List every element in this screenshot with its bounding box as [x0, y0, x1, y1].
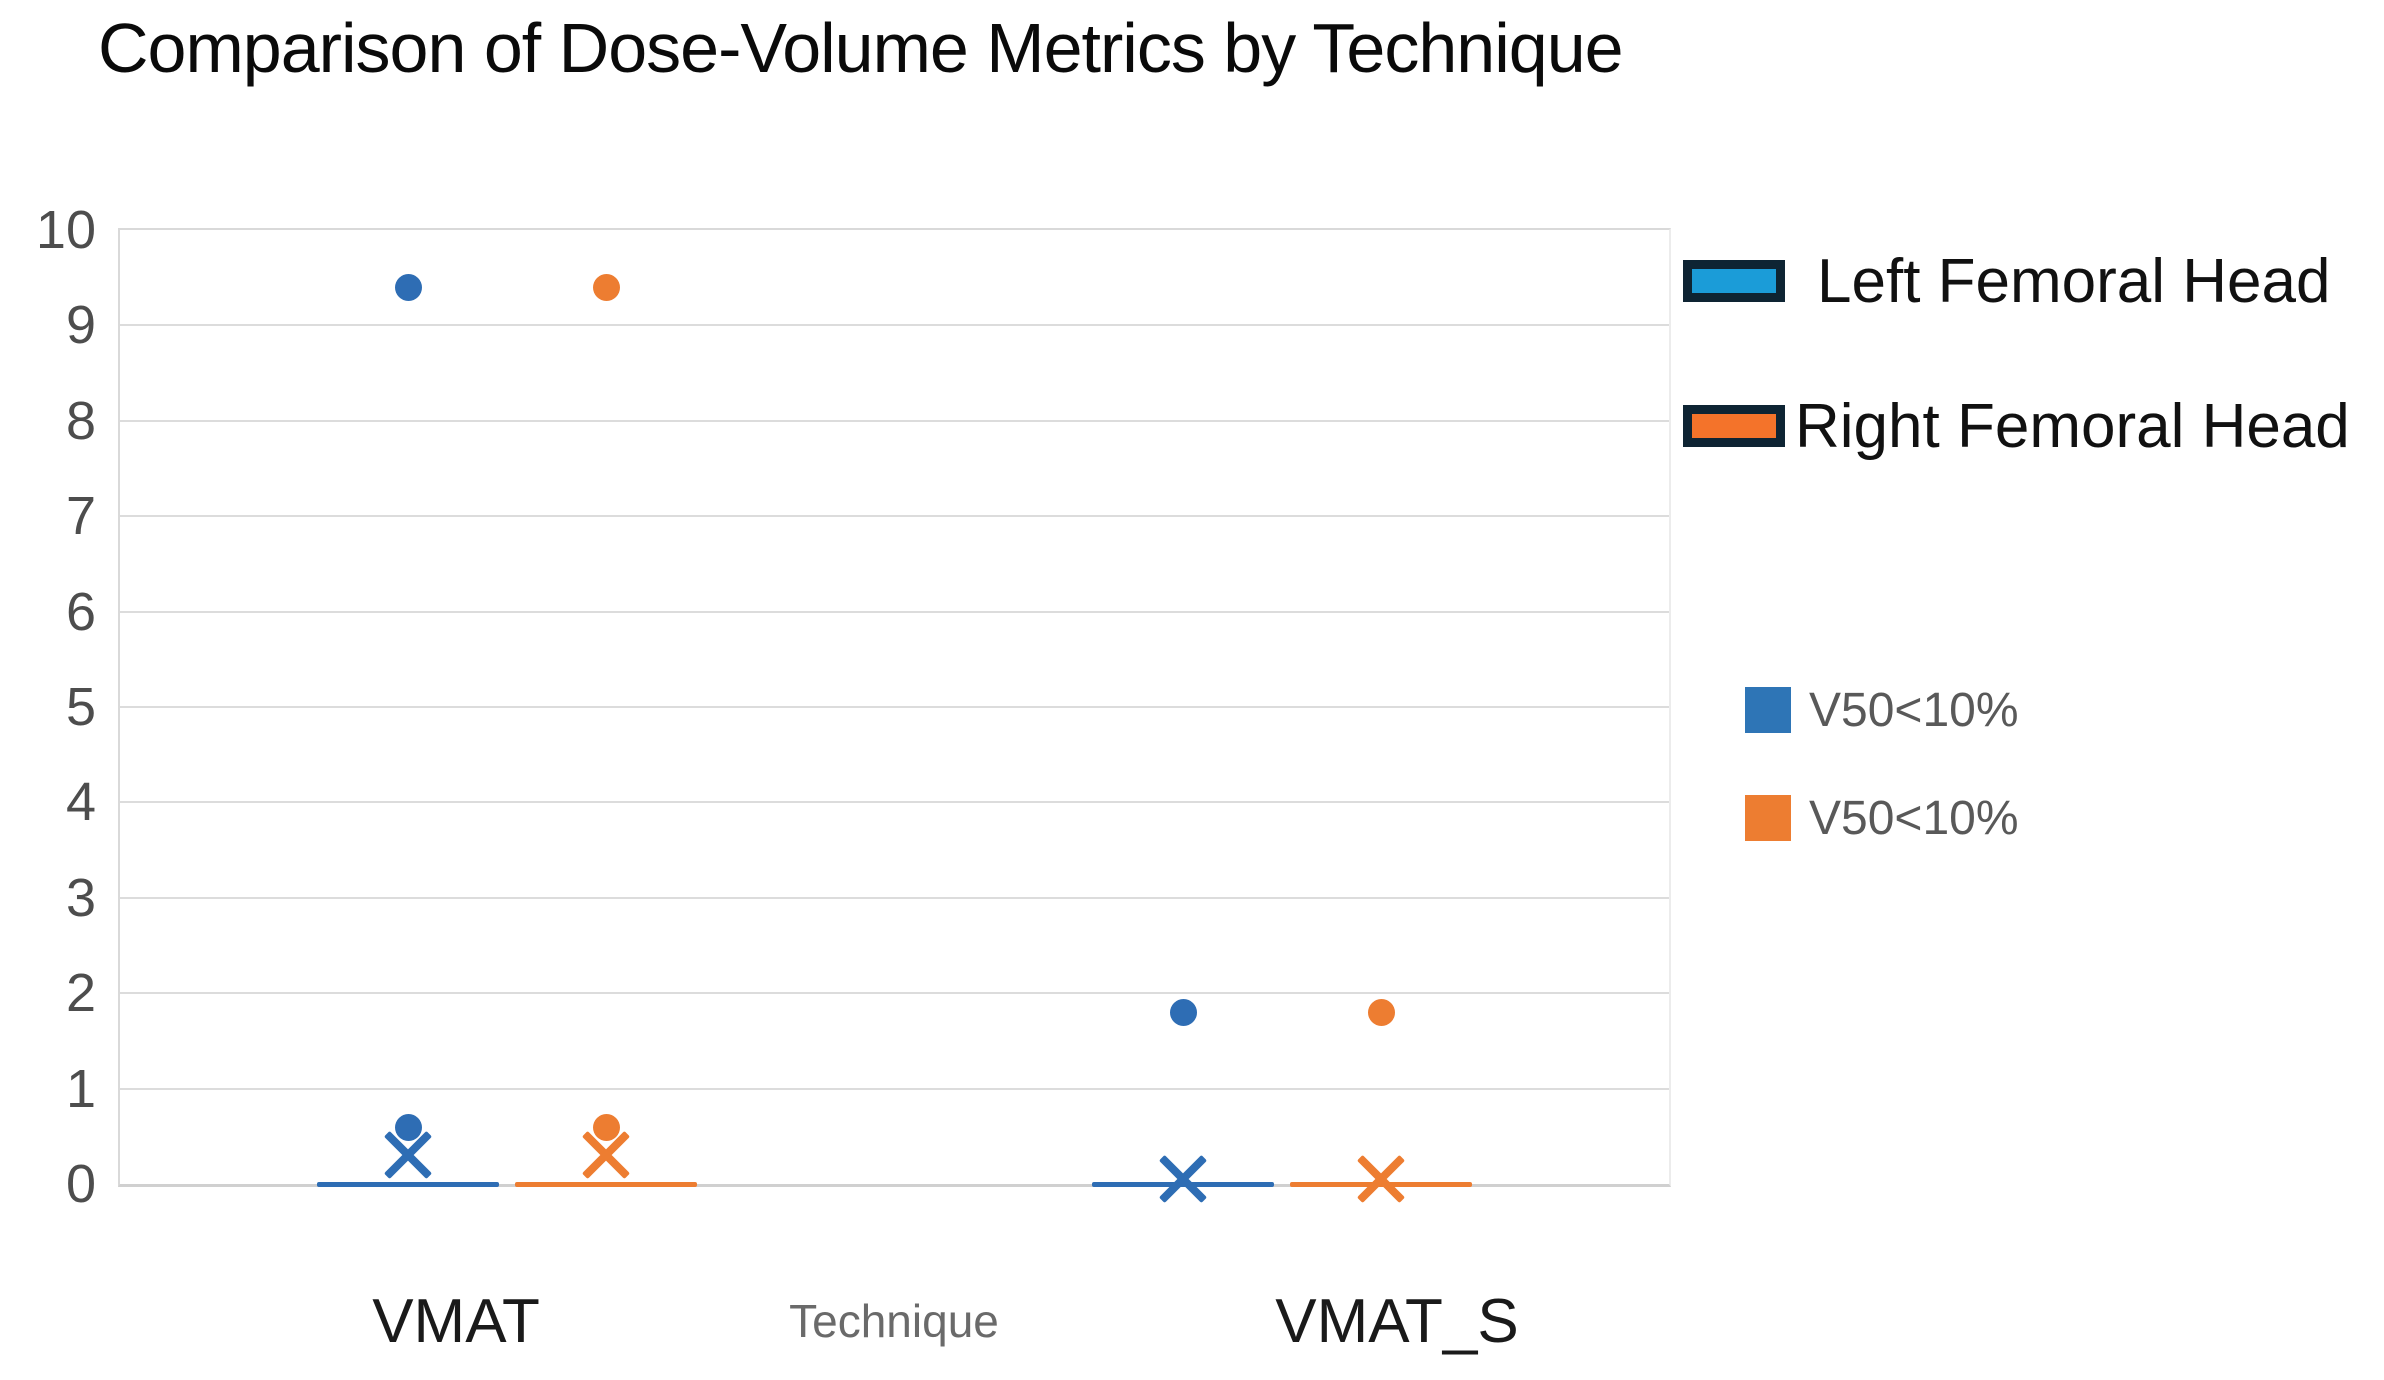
gridline: [120, 992, 1669, 995]
outlier-dot: [395, 274, 423, 302]
x-axis-title: Technique: [789, 1295, 999, 1347]
right-femoral-head-swatch: [1683, 405, 1785, 447]
y-tick-label: 4: [65, 772, 96, 833]
gridline: [120, 515, 1669, 518]
y-tick-label: 3: [65, 867, 96, 928]
legend-label-right-femoral-head: Right Femoral Head: [1795, 391, 2350, 461]
legend-item-right-femoral-head: Right Femoral Head: [1683, 392, 2350, 461]
mean-x-marker: [1356, 1155, 1405, 1204]
legend-label-left-femoral-head: Left Femoral Head: [1817, 246, 2331, 316]
plot-area: [118, 228, 1671, 1204]
y-tick-label: 1: [65, 1058, 96, 1119]
left-femoral-head-swatch: [1683, 260, 1785, 302]
outlier-dot: [593, 1113, 621, 1141]
x-category-label-vmat-s: VMAT_S: [1275, 1287, 1519, 1356]
gridline: [120, 610, 1669, 613]
median-line: [317, 1182, 500, 1187]
y-tick-label: 0: [65, 1154, 96, 1214]
y-tick-label: 8: [65, 390, 96, 451]
outlier-dot: [395, 1113, 423, 1141]
threshold-square-orange: [1745, 795, 1791, 841]
gridline: [120, 324, 1669, 327]
threshold-label-orange: V50<10%: [1809, 791, 2019, 845]
gridline: [120, 1087, 1669, 1090]
y-tick-label: 10: [35, 200, 96, 260]
threshold-label-blue: V50<10%: [1809, 683, 2019, 737]
threshold-square-blue: [1745, 687, 1791, 733]
mean-x-marker: [1158, 1155, 1207, 1204]
y-tick-label: 7: [65, 486, 96, 547]
y-axis: 0 1 2 3 4 5 6 7 8 9 10: [0, 203, 96, 1211]
x-axis: VMAT Technique VMAT_S: [0, 1286, 2384, 1376]
gridline: [120, 801, 1669, 804]
legend-structures: Left Femoral Head Right Femoral Head: [1683, 247, 2350, 461]
median-line: [515, 1182, 698, 1187]
gridline: [120, 419, 1669, 422]
chart-title: Comparison of Dose-Volume Metrics by Tec…: [98, 9, 1624, 87]
y-tick-label: 6: [65, 581, 96, 642]
legend-item-threshold-left: V50<10%: [1745, 684, 2019, 737]
outlier-dot: [593, 274, 621, 302]
x-category-label-vmat: VMAT: [372, 1287, 540, 1356]
outlier-dot: [1169, 999, 1197, 1027]
legend-thresholds: V50<10% V50<10%: [1745, 684, 2019, 845]
y-tick-label: 2: [65, 963, 96, 1024]
legend-item-threshold-right: V50<10%: [1745, 792, 2019, 845]
y-tick-label: 5: [65, 677, 96, 737]
legend-item-left-femoral-head: Left Femoral Head: [1683, 247, 2350, 316]
gridline: [120, 706, 1669, 708]
gridline: [120, 896, 1669, 899]
outlier-dot: [1367, 999, 1395, 1027]
y-tick-label: 9: [65, 295, 96, 356]
